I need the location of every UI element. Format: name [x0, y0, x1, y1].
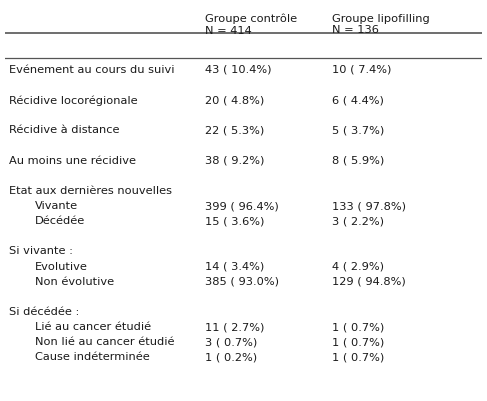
Text: Vivante: Vivante: [35, 201, 78, 211]
Text: Si décédée :: Si décédée :: [9, 307, 79, 317]
Text: 8 ( 5.9%): 8 ( 5.9%): [332, 156, 384, 166]
Text: 1 ( 0.2%): 1 ( 0.2%): [206, 352, 258, 363]
Text: Cause indéterminée: Cause indéterminée: [35, 352, 150, 363]
Text: 1 ( 0.7%): 1 ( 0.7%): [332, 337, 384, 347]
Text: 10 ( 7.4%): 10 ( 7.4%): [332, 65, 391, 75]
Text: Lié au cancer étudié: Lié au cancer étudié: [35, 322, 151, 332]
Text: 5 ( 3.7%): 5 ( 3.7%): [332, 126, 384, 136]
Text: Au moins une récidive: Au moins une récidive: [9, 156, 136, 166]
Text: Non lié au cancer étudié: Non lié au cancer étudié: [35, 337, 174, 347]
Text: 15 ( 3.6%): 15 ( 3.6%): [206, 216, 265, 226]
Text: 4 ( 2.9%): 4 ( 2.9%): [332, 261, 384, 271]
Text: 129 ( 94.8%): 129 ( 94.8%): [332, 277, 406, 287]
Text: 1 ( 0.7%): 1 ( 0.7%): [332, 352, 384, 363]
Text: 385 ( 93.0%): 385 ( 93.0%): [206, 277, 280, 287]
Text: Groupe lipofilling
N = 136: Groupe lipofilling N = 136: [332, 14, 430, 35]
Text: Etat aux dernières nouvelles: Etat aux dernières nouvelles: [9, 186, 172, 196]
Text: 399 ( 96.4%): 399 ( 96.4%): [206, 201, 279, 211]
Text: 6 ( 4.4%): 6 ( 4.4%): [332, 95, 384, 105]
Text: 38 ( 9.2%): 38 ( 9.2%): [206, 156, 265, 166]
Text: Si vivante :: Si vivante :: [9, 247, 73, 257]
Text: 14 ( 3.4%): 14 ( 3.4%): [206, 261, 264, 271]
Text: 11 ( 2.7%): 11 ( 2.7%): [206, 322, 265, 332]
Text: Décédée: Décédée: [35, 216, 85, 226]
Text: 22 ( 5.3%): 22 ( 5.3%): [206, 126, 264, 136]
Text: Evénement au cours du suivi: Evénement au cours du suivi: [9, 65, 174, 75]
Text: Récidive locorégionale: Récidive locorégionale: [9, 95, 137, 106]
Text: Groupe contrôle
N = 414: Groupe contrôle N = 414: [206, 14, 298, 36]
Text: 3 ( 2.2%): 3 ( 2.2%): [332, 216, 384, 226]
Text: Récidive à distance: Récidive à distance: [9, 126, 119, 136]
Text: 20 ( 4.8%): 20 ( 4.8%): [206, 95, 264, 105]
Text: Evolutive: Evolutive: [35, 261, 88, 271]
Text: 3 ( 0.7%): 3 ( 0.7%): [206, 337, 258, 347]
Text: Non évolutive: Non évolutive: [35, 277, 114, 287]
Text: 1 ( 0.7%): 1 ( 0.7%): [332, 322, 384, 332]
Text: 133 ( 97.8%): 133 ( 97.8%): [332, 201, 406, 211]
Text: 43 ( 10.4%): 43 ( 10.4%): [206, 65, 272, 75]
